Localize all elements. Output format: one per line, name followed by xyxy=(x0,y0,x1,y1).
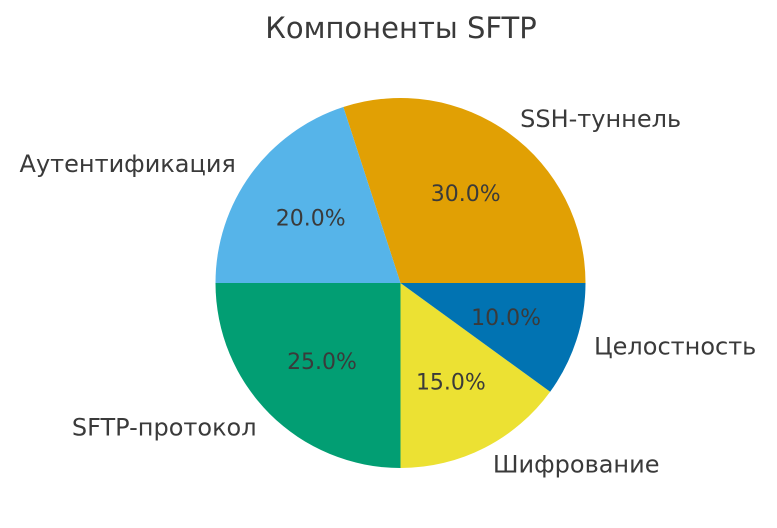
category-label-4: Шифрование xyxy=(493,451,660,479)
percent-label-2: 20.0% xyxy=(276,206,346,231)
category-label-2: Аутентификация xyxy=(20,150,236,178)
pie-slice-3 xyxy=(215,283,401,468)
pie-slice-4 xyxy=(400,283,551,468)
pie-slice-2 xyxy=(215,107,401,284)
pie-slices xyxy=(215,97,586,468)
pie-slice-1 xyxy=(343,97,586,283)
category-labels: SSH-туннель Аутентификация SFTP-протокол Ши… xyxy=(20,105,757,479)
percent-labels: 30.0% 20.0% 25.0% 15.0% 10.0% xyxy=(276,182,541,396)
percent-label-3: 25.0% xyxy=(287,350,357,375)
pie-slice-5 xyxy=(400,283,586,392)
percent-label-5: 10.0% xyxy=(471,306,541,331)
category-label-3: SFTP-протокол xyxy=(72,413,257,441)
percent-label-1: 30.0% xyxy=(431,182,501,207)
category-label-1: SSH-туннель xyxy=(520,105,681,133)
percent-label-4: 15.0% xyxy=(416,371,486,396)
category-label-5: Целостность xyxy=(594,332,756,360)
chart-title: Компоненты SFTP xyxy=(265,11,536,45)
